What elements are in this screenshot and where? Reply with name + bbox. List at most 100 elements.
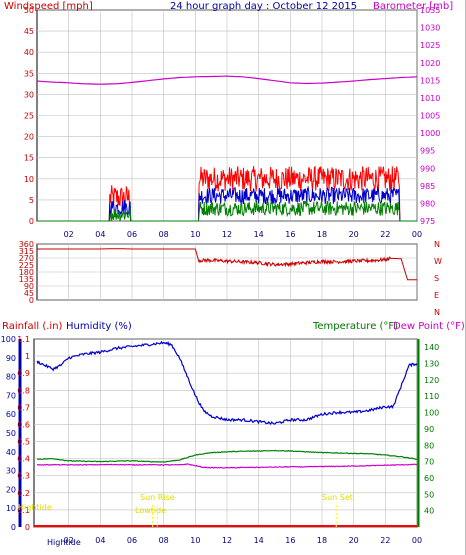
wind-x-tick-label: 00 — [412, 230, 422, 239]
barometer-y-tick-label: 985 — [420, 182, 435, 191]
rainfall-y-tick-label: 1 — [25, 352, 30, 361]
direction-y-tick-label: 180 — [19, 268, 34, 277]
compass-label: E — [434, 291, 439, 300]
lower-x-tick-label: 02 — [64, 536, 74, 545]
temperature-y-tick-label: 60 — [424, 474, 434, 483]
humidity-y-tick-label: 20 — [6, 485, 16, 494]
wind-y-tick-label: 0 — [29, 217, 34, 226]
humidity-y-tick-label: 10 — [6, 504, 16, 513]
lower-x-tick-label: 06 — [127, 536, 137, 545]
rainfall-axis-title: Rainfall (.in) — [2, 321, 63, 332]
humidity-y-tick-label: 70 — [6, 391, 16, 400]
temperature-y-tick-label: 100 — [424, 409, 439, 418]
lower-x-tick-label: 12 — [222, 536, 232, 545]
high-tide-label: Hightide — [18, 503, 52, 512]
rainfall-y-tick-label: 0 — [25, 523, 30, 532]
barometer-y-tick-label: 1035 — [420, 6, 440, 15]
wind-x-tick-label: 20 — [349, 230, 359, 239]
compass-label: S — [434, 274, 439, 283]
humidity-y-tick-label: 60 — [6, 410, 16, 419]
rainfall-y-tick-label: 0.6 — [17, 420, 30, 429]
humidity-y-tick-label: 100 — [1, 335, 16, 344]
lower-x-tick-label: 08 — [159, 536, 169, 545]
wind-y-tick-label: 5 — [29, 196, 34, 205]
barometer-axis-title: Barometer [mb] — [373, 1, 454, 12]
humidity-y-tick-label: 30 — [6, 467, 16, 476]
wind-y-tick-label: 45 — [24, 27, 34, 36]
direction-y-tick-label: 315 — [19, 247, 34, 256]
wind-x-tick-label: 16 — [285, 230, 295, 239]
compass-label: W — [434, 257, 442, 266]
temperature-line — [36, 449, 418, 463]
compass-label: N — [434, 240, 440, 249]
rainfall-y-tick-label: 1.1 — [17, 335, 30, 344]
wind-x-tick-label: 04 — [95, 230, 105, 239]
low-tide-label: Lowtide — [135, 506, 166, 515]
rainfall-y-tick-label: 0.8 — [17, 386, 30, 395]
barometer-y-tick-label: 1020 — [420, 59, 440, 68]
barometer-y-tick-label: 975 — [420, 217, 435, 226]
lower-x-tick-label: 18 — [317, 536, 327, 545]
sun-rise-label: Sun Rise — [140, 493, 175, 502]
temperature-y-tick-label: 130 — [424, 360, 439, 369]
wind-direction-line — [37, 248, 417, 281]
wind-speed-line — [37, 199, 417, 222]
barometer-line — [36, 75, 418, 85]
wind-x-tick-label: 14 — [254, 230, 264, 239]
temperature-y-tick-label: 110 — [424, 392, 439, 401]
humidity-line — [36, 340, 418, 425]
barometer-y-tick-label: 1015 — [420, 76, 440, 85]
dew-point-axis-title: Dew Point (°F) — [393, 321, 465, 332]
rainfall-y-tick-label: 0.2 — [17, 489, 30, 498]
temperature-y-tick-label: 50 — [424, 490, 434, 499]
barometer-y-tick-label: 1010 — [420, 94, 440, 103]
wind-x-tick-label: 10 — [190, 230, 200, 239]
windspeed-axis-title: Windspeed [mph] — [4, 1, 93, 12]
chart-title: 24 hour graph day : October 12 2015 — [170, 1, 358, 12]
wind-y-tick-label: 50 — [24, 6, 34, 15]
temperature-y-tick-label: 70 — [424, 458, 434, 467]
compass-label: N — [434, 308, 440, 317]
barometer-y-tick-label: 1005 — [420, 112, 440, 121]
wind-y-tick-label: 10 — [24, 175, 34, 184]
high-tide-bottom-label: Hightide — [47, 538, 81, 547]
lower-plot-area — [33, 338, 418, 528]
wind-x-tick-label: 02 — [64, 230, 74, 239]
wind-y-tick-label: 35 — [24, 69, 34, 78]
barometer-y-tick-label: 1000 — [420, 129, 440, 138]
wind-y-tick-label: 40 — [24, 48, 34, 57]
humidity-axis-title: Humidity (%) — [66, 321, 132, 332]
barometer-y-tick-label: 1030 — [420, 24, 440, 33]
direction-y-tick-label: 90 — [24, 282, 34, 291]
lower-x-tick-label: 10 — [190, 536, 200, 545]
direction-y-tick-label: 270 — [19, 254, 34, 263]
rainfall-y-tick-label: 0.3 — [17, 472, 30, 481]
humidity-y-tick-label: 80 — [6, 373, 16, 382]
lower-x-tick-label: 16 — [285, 536, 295, 545]
dew-point-line — [36, 463, 418, 469]
lower-x-tick-label: 20 — [349, 536, 359, 545]
direction-y-tick-label: 135 — [19, 275, 34, 284]
wind-x-tick-label: 22 — [380, 230, 390, 239]
humidity-y-tick-label: 0 — [11, 523, 16, 532]
barometer-y-tick-label: 1025 — [420, 41, 440, 50]
humidity-y-tick-label: 50 — [6, 429, 16, 438]
wind-y-tick-label: 15 — [24, 154, 34, 163]
wind-y-tick-label: 20 — [24, 133, 34, 142]
barometer-y-tick-label: 990 — [420, 164, 435, 173]
wind-x-tick-label: 06 — [127, 230, 137, 239]
sun-set-label: Sun Set — [322, 493, 353, 502]
barometer-y-tick-label: 995 — [420, 147, 435, 156]
direction-y-tick-label: 45 — [24, 289, 34, 298]
wind-y-tick-label: 25 — [24, 112, 34, 121]
humidity-y-tick-label: 90 — [6, 354, 16, 363]
rainfall-y-tick-label: 0.9 — [17, 369, 30, 378]
humidity-y-tick-label: 40 — [6, 448, 16, 457]
rainfall-y-tick-label: 0.4 — [17, 455, 30, 464]
direction-y-tick-label: 0 — [29, 296, 34, 305]
temperature-y-tick-label: 90 — [424, 425, 434, 434]
rainfall-y-tick-label: 0.7 — [17, 403, 30, 412]
rainfall-y-tick-label: 0.5 — [17, 438, 30, 447]
